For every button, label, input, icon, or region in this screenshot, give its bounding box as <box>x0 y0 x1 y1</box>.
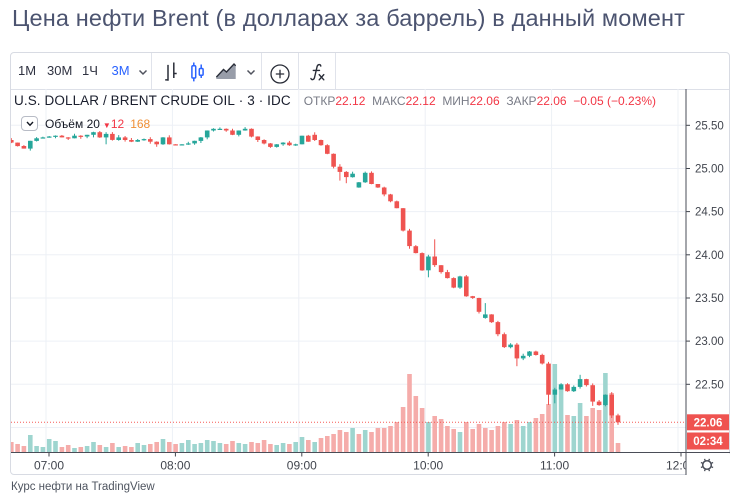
svg-text:08:00: 08:00 <box>160 459 190 473</box>
svg-text:10:00: 10:00 <box>413 459 443 473</box>
svg-text:07:00: 07:00 <box>34 459 64 473</box>
svg-text:23.00: 23.00 <box>695 336 724 348</box>
svg-text:24.50: 24.50 <box>695 207 724 219</box>
svg-text:24.00: 24.00 <box>695 250 724 262</box>
svg-text:23.50: 23.50 <box>695 293 724 305</box>
svg-text:25.50: 25.50 <box>695 120 724 132</box>
svg-text:02:34: 02:34 <box>693 436 723 448</box>
svg-text:09:00: 09:00 <box>287 459 317 473</box>
svg-text:25.00: 25.00 <box>695 164 724 176</box>
svg-text:11:00: 11:00 <box>540 459 569 473</box>
svg-text:22.50: 22.50 <box>695 379 724 391</box>
svg-text:22.06: 22.06 <box>694 417 723 429</box>
